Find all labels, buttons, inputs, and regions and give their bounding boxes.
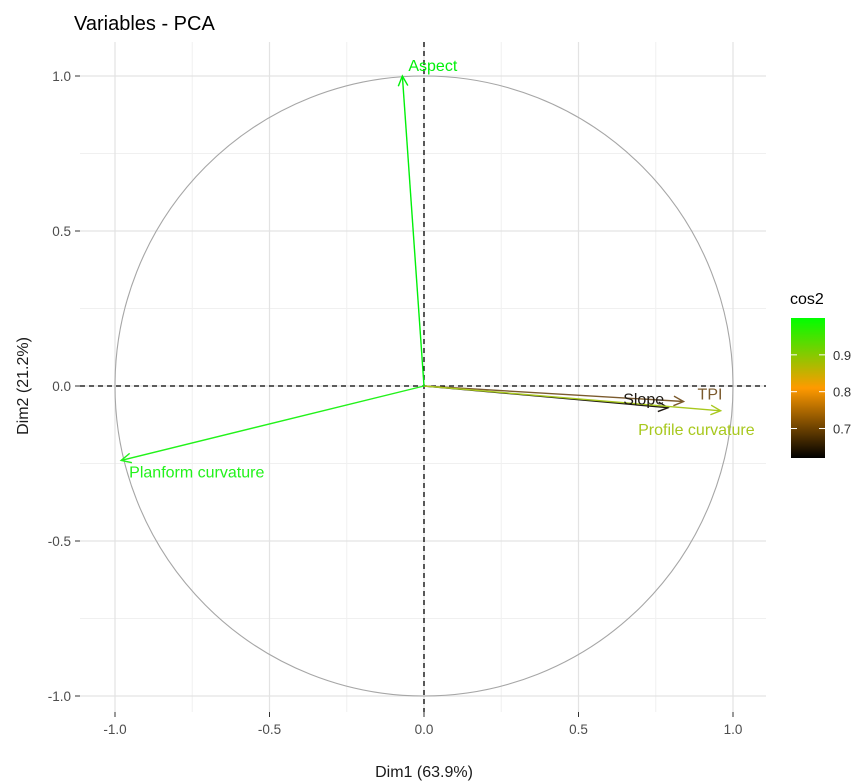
- arrow-head-aspect: [397, 74, 409, 87]
- arrow-shaft-planform-curvature: [121, 385, 425, 462]
- x-tick-label: 1.0: [724, 722, 743, 737]
- legend-tick-label: 0.7: [833, 422, 851, 437]
- arrow-aspect: [397, 74, 425, 387]
- label-aspect: Aspect: [408, 58, 457, 75]
- x-tick-label: -0.5: [258, 722, 281, 737]
- chart-title: Variables - PCA: [74, 13, 215, 35]
- y-tick-label: 0.0: [52, 379, 71, 394]
- x-tick-label: 0.0: [415, 722, 434, 737]
- y-tick-label: -1.0: [48, 689, 71, 704]
- variable-labels: Slope TPI Profile curvature Planform curvat…: [129, 58, 755, 481]
- x-tick-label: 0.5: [569, 722, 588, 737]
- arrow-profile-curvature: [423, 385, 723, 416]
- legend-tick-label: 0.9: [833, 348, 851, 363]
- arrow-head-slope: [657, 401, 670, 413]
- y-tick-label: 0.5: [52, 224, 71, 239]
- legend-title: cos2: [790, 291, 824, 308]
- arrow-planform-curvature: [119, 385, 425, 464]
- y-axis-ticks: -1.0 -0.5 0.0 0.5 1.0: [48, 69, 80, 704]
- arrow-head-tpi: [673, 395, 686, 407]
- y-tick-label: 1.0: [52, 69, 71, 84]
- arrow-shaft-aspect: [401, 75, 425, 387]
- arrow-shaft-profile-curvature: [423, 385, 721, 412]
- label-tpi: TPI: [698, 387, 723, 404]
- arrow-tpi: [423, 385, 686, 407]
- x-axis-ticks: -1.0 -0.5 0.0 0.5 1.0: [103, 712, 742, 737]
- label-profile-curvature: Profile curvature: [638, 422, 755, 439]
- label-slope: Slope: [623, 392, 664, 409]
- legend-tick-label: 0.8: [833, 385, 851, 400]
- arrow-shaft-tpi: [423, 385, 684, 403]
- label-planform-curvature: Planform curvature: [129, 464, 264, 481]
- y-axis-title: Dim2 (21.2%): [15, 337, 32, 435]
- legend-ticks: 0.7 0.8 0.9: [791, 348, 851, 437]
- cos2-legend: cos2 0.7 0.8 0.9: [790, 291, 851, 458]
- correlation-circle: [114, 75, 734, 697]
- variable-arrows: [119, 74, 723, 464]
- x-axis-title: Dim1 (63.9%): [375, 764, 473, 781]
- legend-colorbar: [791, 318, 825, 458]
- y-tick-label: -0.5: [48, 534, 71, 549]
- x-tick-label: -1.0: [103, 722, 126, 737]
- arrow-head-profile-curvature: [710, 404, 723, 416]
- arrow-head-planform-curvature: [119, 452, 133, 464]
